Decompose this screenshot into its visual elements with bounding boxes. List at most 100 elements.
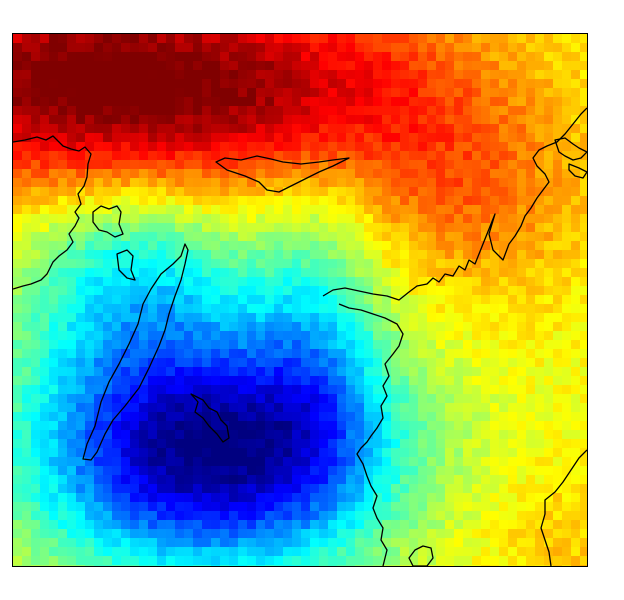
heat-cell <box>436 187 446 197</box>
heat-cell <box>463 493 473 503</box>
heat-cell <box>364 34 374 44</box>
heat-cell <box>391 196 401 206</box>
heat-cell <box>31 259 41 269</box>
heat-cell <box>148 565 158 566</box>
heat-cell <box>85 250 95 260</box>
heat-cell <box>220 394 230 404</box>
heat-cell <box>490 106 500 116</box>
heat-cell <box>427 52 437 62</box>
heat-cell <box>490 493 500 503</box>
heat-cell <box>490 232 500 242</box>
heat-cell <box>22 106 32 116</box>
heat-cell <box>256 286 266 296</box>
heat-cell <box>67 277 77 287</box>
heat-cell <box>85 439 95 449</box>
heat-cell <box>391 331 401 341</box>
heat-cell <box>130 223 140 233</box>
heat-cell <box>103 214 113 224</box>
heat-cell <box>202 511 212 521</box>
heat-cell <box>418 196 428 206</box>
heat-cell <box>40 34 50 44</box>
heat-cell <box>445 178 455 188</box>
heat-cell <box>319 223 329 233</box>
heat-cell <box>382 475 392 485</box>
heat-cell <box>526 484 536 494</box>
heat-cell <box>157 340 167 350</box>
heat-cell <box>580 34 587 44</box>
heat-cell <box>40 538 50 548</box>
heat-cell <box>193 52 203 62</box>
heat-cell <box>175 250 185 260</box>
heat-cell <box>220 286 230 296</box>
heat-cell <box>400 511 410 521</box>
heat-cell <box>301 349 311 359</box>
heat-cell <box>463 61 473 71</box>
heat-cell <box>580 79 587 89</box>
heat-cell <box>319 421 329 431</box>
heat-cell <box>418 367 428 377</box>
heat-cell <box>544 421 554 431</box>
heat-cell <box>22 304 32 314</box>
heat-cell <box>193 232 203 242</box>
heat-cell <box>355 187 365 197</box>
heat-cell <box>346 376 356 386</box>
heat-cell <box>112 169 122 179</box>
heat-cell <box>382 403 392 413</box>
heat-cell <box>364 178 374 188</box>
heat-cell <box>265 241 275 251</box>
heat-cell <box>256 106 266 116</box>
heat-cell <box>211 502 221 512</box>
heat-cell <box>40 340 50 350</box>
heat-cell <box>463 538 473 548</box>
heat-cell <box>157 61 167 71</box>
heat-cell <box>427 268 437 278</box>
heat-cell <box>310 286 320 296</box>
heat-cell <box>373 322 383 332</box>
heat-cell <box>553 367 563 377</box>
heat-cell <box>418 214 428 224</box>
heat-cell <box>148 43 158 53</box>
heat-cell <box>472 106 482 116</box>
heat-cell <box>310 484 320 494</box>
heat-cell <box>463 133 473 143</box>
heat-cell <box>364 241 374 251</box>
heat-cell <box>265 511 275 521</box>
heat-cell <box>292 484 302 494</box>
heat-cell <box>427 493 437 503</box>
heat-cell <box>202 196 212 206</box>
heat-cell <box>481 178 491 188</box>
heat-cell <box>130 250 140 260</box>
heat-cell <box>67 466 77 476</box>
heat-cell <box>121 205 131 215</box>
heat-cell <box>571 340 581 350</box>
heat-cell <box>283 214 293 224</box>
heat-cell <box>580 52 587 62</box>
heat-cell <box>58 304 68 314</box>
heat-cell <box>112 376 122 386</box>
heat-cell <box>67 205 77 215</box>
heat-cell <box>535 520 545 530</box>
heat-cell <box>373 97 383 107</box>
heat-cell <box>67 475 77 485</box>
heat-cell <box>301 286 311 296</box>
heat-cell <box>463 151 473 161</box>
heat-cell <box>193 133 203 143</box>
heat-cell <box>94 331 104 341</box>
heat-cell <box>256 61 266 71</box>
heat-cell <box>49 151 59 161</box>
heat-cell <box>427 421 437 431</box>
heat-cell <box>76 412 86 422</box>
heat-cell <box>85 151 95 161</box>
heat-cell <box>130 277 140 287</box>
heat-cell <box>517 70 527 80</box>
heat-cell <box>364 223 374 233</box>
heat-cell <box>67 169 77 179</box>
heat-cell <box>130 475 140 485</box>
heat-cell <box>265 160 275 170</box>
heat-cell <box>310 358 320 368</box>
heat-cell <box>220 232 230 242</box>
heat-cell <box>256 529 266 539</box>
heat-cell <box>544 232 554 242</box>
heat-cell <box>274 403 284 413</box>
heat-cell <box>445 349 455 359</box>
